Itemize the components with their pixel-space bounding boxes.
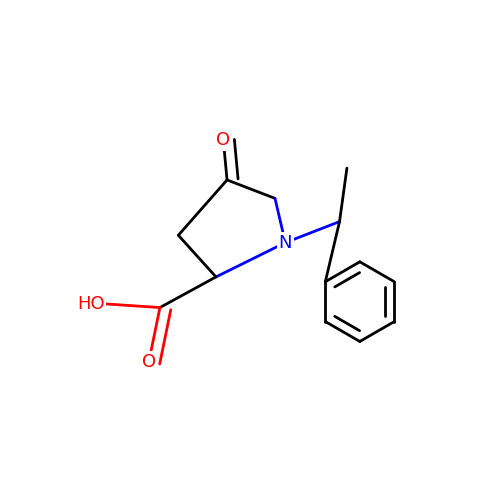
Text: O: O [217, 131, 230, 149]
Text: HO: HO [77, 295, 104, 313]
Text: O: O [142, 353, 156, 371]
Text: N: N [279, 234, 292, 251]
